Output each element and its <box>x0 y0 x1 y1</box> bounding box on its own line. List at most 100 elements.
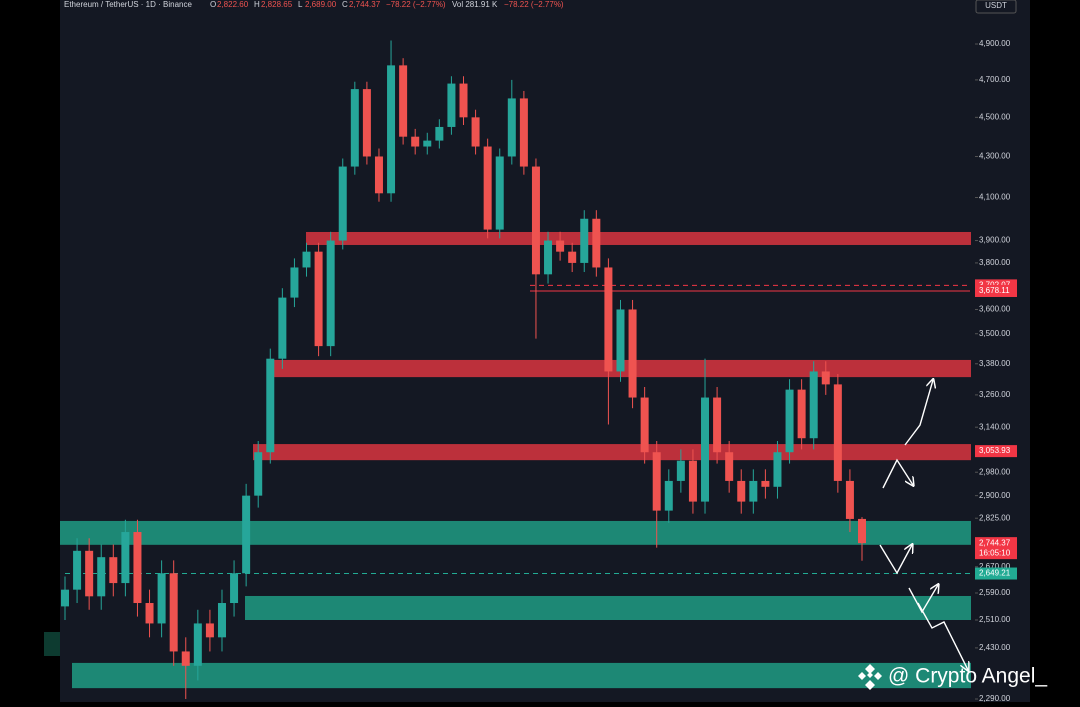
arrow <box>904 380 933 446</box>
price-tag-label: 2,744.37 <box>979 538 1011 547</box>
zone <box>253 444 971 461</box>
legend-value: 2,828.65 <box>261 0 293 9</box>
y-tick-label: 4,100.00 <box>979 193 1011 202</box>
arrow <box>908 585 938 614</box>
candle-body <box>97 557 106 597</box>
zone <box>306 231 971 245</box>
y-tick-label: 2,430.00 <box>979 643 1011 652</box>
price-axis <box>975 0 1030 702</box>
candle-body <box>580 218 589 263</box>
candle-body <box>845 480 854 519</box>
y-tick-label: 3,140.00 <box>979 422 1011 431</box>
watermark: @ Crypto Angel_ <box>888 665 1047 688</box>
y-tick-label: 3,500.00 <box>979 329 1011 338</box>
candle-body <box>350 89 359 167</box>
arrow <box>917 602 968 670</box>
candle-body <box>157 573 166 624</box>
candle-body <box>616 309 625 372</box>
candle-body <box>399 65 408 137</box>
candle-body <box>181 651 190 666</box>
currency-box[interactable] <box>975 0 1017 14</box>
price-tag-label: 2,649.21 <box>979 569 1011 578</box>
candle-body <box>290 267 299 298</box>
candle-body <box>495 156 504 230</box>
candle-body <box>664 480 673 511</box>
y-tick-label: 2,590.00 <box>979 588 1011 597</box>
price-tag <box>975 445 1017 458</box>
y-tick-label: 4,300.00 <box>979 152 1011 161</box>
zone <box>245 595 971 621</box>
candle-body <box>592 218 601 268</box>
candle-body <box>652 452 661 511</box>
candle-body <box>556 240 565 252</box>
candle-body <box>242 495 251 574</box>
change: −78.22 (−2.77%) <box>386 0 446 9</box>
annotation-arrows <box>879 380 968 670</box>
candle-body <box>338 166 347 241</box>
candle-body <box>471 117 480 147</box>
candle-body <box>205 623 214 638</box>
candle-body <box>544 240 553 275</box>
y-tick-label: 3,380.00 <box>979 359 1011 368</box>
axis: 4,900.00 4,700.00 4,500.00 4,300.00 4,100.00… <box>975 39 1017 703</box>
candle-body <box>85 550 94 597</box>
candle-body <box>604 267 613 372</box>
candle-body <box>761 480 770 487</box>
price-tag-label: 3,678.11 <box>979 286 1010 295</box>
side-panel <box>44 632 60 656</box>
y-tick-label: 3,600.00 <box>979 305 1011 314</box>
y-tick-label: 2,900.00 <box>979 491 1011 500</box>
candle-body <box>73 550 82 590</box>
candle-body <box>61 589 69 607</box>
y-tick-label: 3,800.00 <box>979 258 1011 267</box>
y-tick-label: 4,900.00 <box>979 39 1011 48</box>
candle-body <box>531 166 540 275</box>
countdown: 16:05:10 <box>979 548 1011 557</box>
candle-body <box>568 251 577 263</box>
candle-body <box>230 573 239 604</box>
candle-body <box>193 623 202 666</box>
candle-body <box>411 136 420 147</box>
candle-body <box>121 532 130 584</box>
price-tag-label: 3,053.93 <box>979 446 1011 455</box>
price-tag <box>975 537 1017 560</box>
candle-body <box>387 65 396 194</box>
candle-body <box>713 397 722 453</box>
legend-key: H <box>254 0 260 9</box>
candle-body <box>145 603 154 624</box>
plot-area <box>60 0 975 702</box>
candles <box>61 40 866 699</box>
candle-body <box>737 480 746 502</box>
y-tick-label: 2,980.00 <box>979 467 1011 476</box>
candle-body <box>773 452 782 487</box>
legend-value: 2,822.60 <box>217 0 249 9</box>
candle-body <box>109 557 118 584</box>
y-tick-label: 4,700.00 <box>979 75 1011 84</box>
candle-body <box>688 460 697 502</box>
volume: Vol 281.91 K <box>452 0 498 9</box>
candle-body <box>785 389 794 453</box>
zone <box>60 520 971 545</box>
candle-body <box>169 573 178 652</box>
candle-body <box>435 126 444 141</box>
legend-value: 2,744.37 <box>349 0 381 9</box>
candle-body <box>374 156 383 194</box>
y-tick-label: 2,825.00 <box>979 513 1011 522</box>
candle-body <box>362 89 371 157</box>
candle-body <box>133 532 142 604</box>
y-tick-label: 2,510.00 <box>979 615 1011 624</box>
candle-body <box>833 384 842 481</box>
volume-change: −78.22 (−2.77%) <box>504 0 564 9</box>
candle-body <box>821 371 830 385</box>
currency[interactable]: USDT <box>985 1 1007 10</box>
y-tick-label: 2,670.00 <box>979 562 1011 571</box>
price-tag <box>975 567 1017 580</box>
candle-body <box>507 98 516 157</box>
symbol: Ethereum / TetherUS · 1D · Binance <box>64 0 192 9</box>
candle-body <box>314 251 323 347</box>
candle-body <box>217 603 226 638</box>
zone <box>72 662 971 689</box>
legend-key: O <box>210 0 216 9</box>
